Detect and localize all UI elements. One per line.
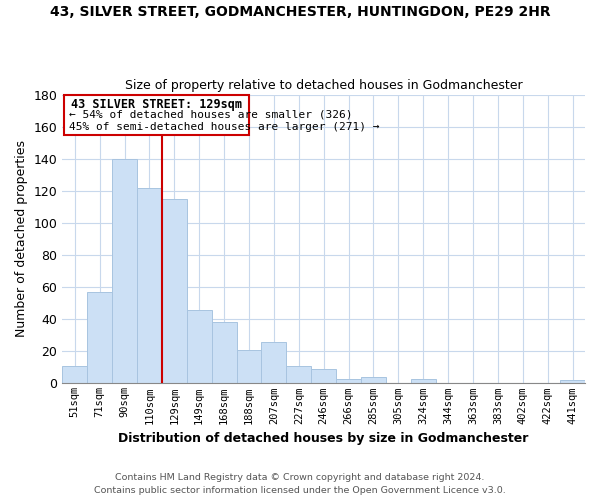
Bar: [361, 377, 386, 384]
Bar: [62, 366, 87, 384]
Bar: [336, 378, 361, 384]
Y-axis label: Number of detached properties: Number of detached properties: [15, 140, 28, 338]
Bar: [162, 199, 187, 384]
X-axis label: Distribution of detached houses by size in Godmanchester: Distribution of detached houses by size …: [118, 432, 529, 445]
Bar: [311, 369, 336, 384]
Bar: [187, 310, 212, 384]
Bar: [262, 342, 286, 384]
Bar: [112, 158, 137, 384]
Bar: [560, 380, 585, 384]
Bar: [411, 378, 436, 384]
Title: Size of property relative to detached houses in Godmanchester: Size of property relative to detached ho…: [125, 79, 523, 92]
Text: ← 54% of detached houses are smaller (326): ← 54% of detached houses are smaller (32…: [68, 109, 352, 119]
Text: 43, SILVER STREET, GODMANCHESTER, HUNTINGDON, PE29 2HR: 43, SILVER STREET, GODMANCHESTER, HUNTIN…: [50, 5, 550, 19]
Bar: [212, 322, 236, 384]
Bar: [87, 292, 112, 384]
Text: Contains HM Land Registry data © Crown copyright and database right 2024.
Contai: Contains HM Land Registry data © Crown c…: [94, 474, 506, 495]
FancyBboxPatch shape: [64, 94, 249, 134]
Text: 45% of semi-detached houses are larger (271) →: 45% of semi-detached houses are larger (…: [68, 122, 379, 132]
Bar: [137, 188, 162, 384]
Bar: [286, 366, 311, 384]
Text: 43 SILVER STREET: 129sqm: 43 SILVER STREET: 129sqm: [71, 98, 242, 111]
Bar: [236, 350, 262, 384]
